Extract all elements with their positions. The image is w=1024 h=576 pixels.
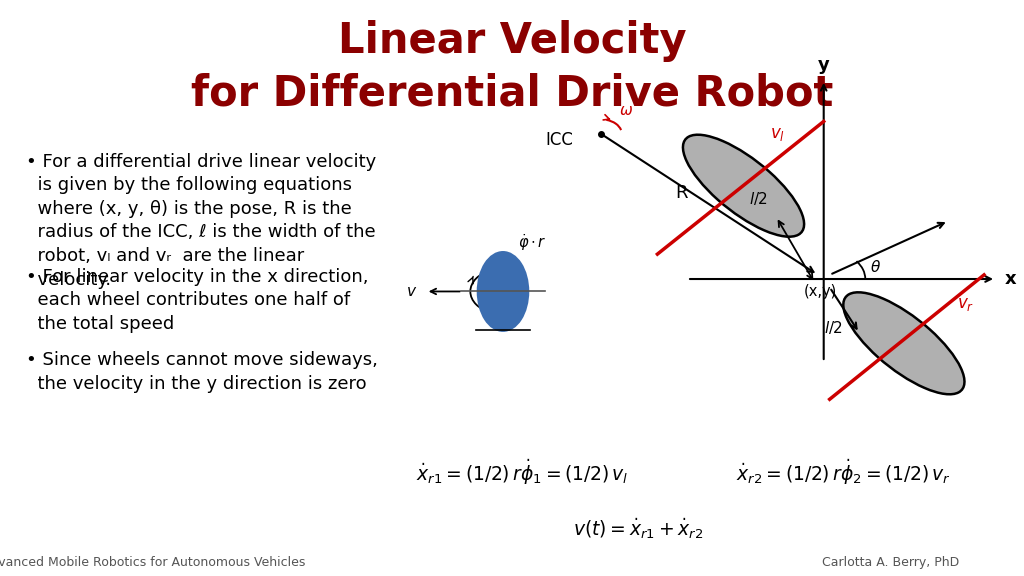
Text: R: R xyxy=(675,184,688,202)
Text: • Since wheels cannot move sideways,
  the velocity in the y direction is zero: • Since wheels cannot move sideways, the… xyxy=(26,351,378,393)
Text: x: x xyxy=(1005,270,1017,288)
Text: y: y xyxy=(818,56,829,74)
Text: $v$: $v$ xyxy=(406,284,417,299)
Text: • For a differential drive linear velocity
  is given by the following equations: • For a differential drive linear veloci… xyxy=(26,153,376,289)
Text: $v(t) = \dot{x}_{r1} + \dot{x}_{r2}$: $v(t) = \dot{x}_{r1} + \dot{x}_{r2}$ xyxy=(572,516,703,541)
Text: Linear Velocity: Linear Velocity xyxy=(338,20,686,62)
Text: $l/2$: $l/2$ xyxy=(823,319,843,336)
Text: $\theta$: $\theta$ xyxy=(870,259,881,275)
Text: Advanced Mobile Robotics for Autonomous Vehicles: Advanced Mobile Robotics for Autonomous … xyxy=(0,556,305,569)
Text: • For linear velocity in the x direction,
  each wheel contributes one half of
 : • For linear velocity in the x direction… xyxy=(26,268,368,333)
Text: ICC: ICC xyxy=(546,131,573,149)
Text: Carlotta A. Berry, PhD: Carlotta A. Berry, PhD xyxy=(822,556,959,569)
Text: $v_r$: $v_r$ xyxy=(957,295,975,313)
Ellipse shape xyxy=(683,135,804,237)
Text: for Differential Drive Robot: for Differential Drive Robot xyxy=(190,72,834,114)
Text: $l/2$: $l/2$ xyxy=(750,190,768,207)
Text: $\dot{\varphi} \cdot r$: $\dot{\varphi} \cdot r$ xyxy=(518,232,547,253)
Text: (x,y): (x,y) xyxy=(804,285,838,300)
Text: $\dot{x}_{r1} = (1/2)\,r\dot{\phi}_1 = (1/2)\,v_l$: $\dot{x}_{r1} = (1/2)\,r\dot{\phi}_1 = (… xyxy=(416,458,628,487)
Text: $\dot{x}_{r2} = (1/2)\,r\dot{\phi}_2 = (1/2)\,v_r$: $\dot{x}_{r2} = (1/2)\,r\dot{\phi}_2 = (… xyxy=(736,458,950,487)
Text: $v_l$: $v_l$ xyxy=(770,125,785,143)
Text: $\omega$: $\omega$ xyxy=(618,103,633,118)
Ellipse shape xyxy=(478,252,528,331)
Ellipse shape xyxy=(844,292,965,395)
